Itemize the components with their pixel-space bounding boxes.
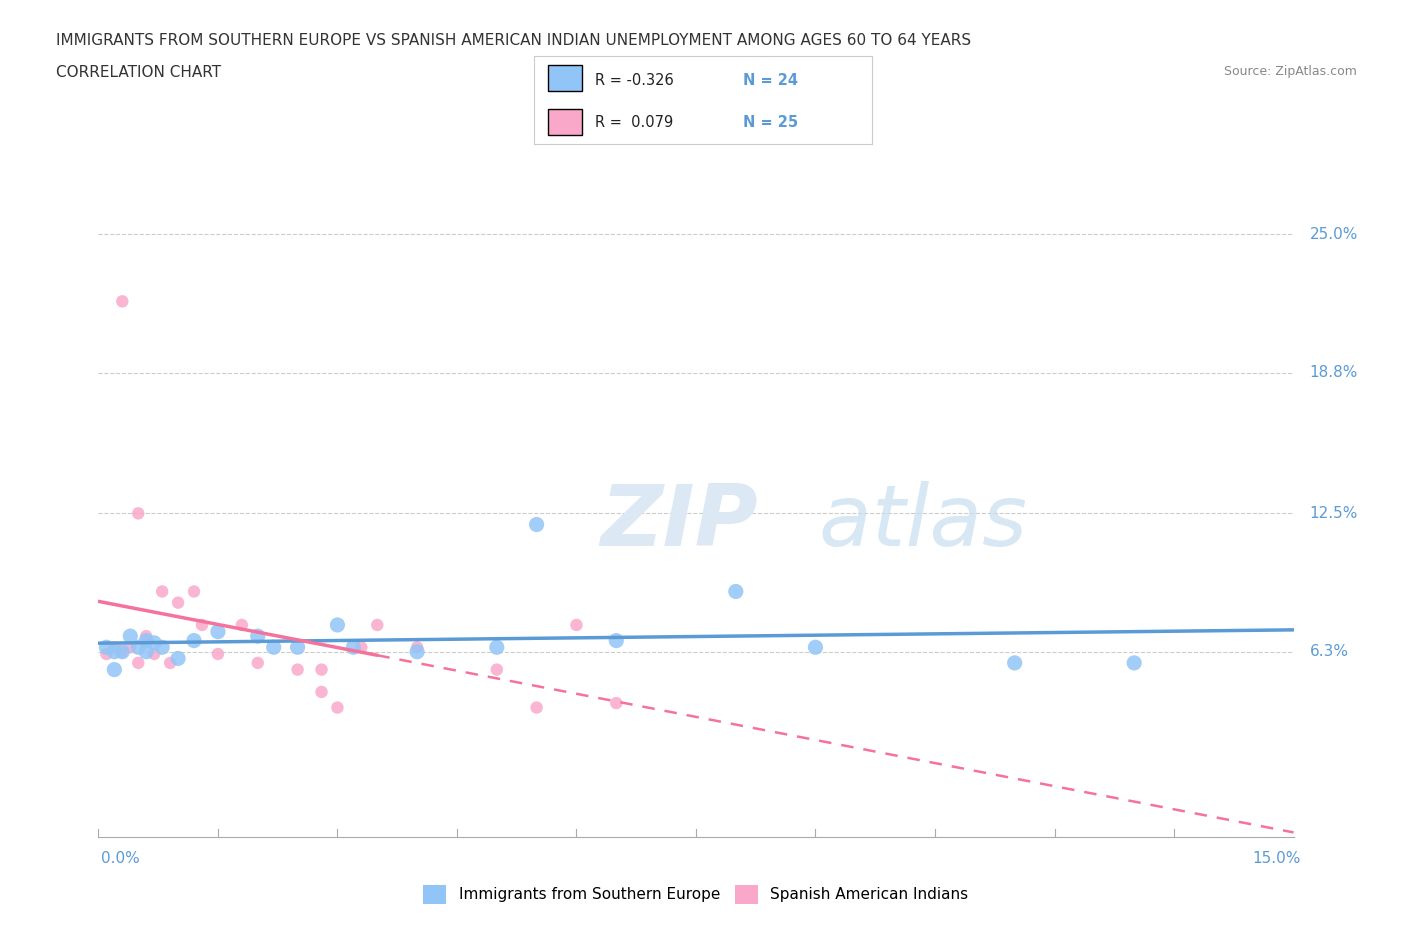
Point — [246, 629, 269, 644]
Point — [605, 696, 627, 711]
Point — [103, 662, 125, 677]
Point — [263, 640, 285, 655]
Point — [311, 662, 333, 677]
Text: 18.8%: 18.8% — [1309, 365, 1358, 380]
Point — [103, 644, 125, 659]
Point — [1123, 656, 1146, 671]
Point — [406, 640, 429, 655]
Point — [159, 656, 181, 671]
Text: R = -0.326: R = -0.326 — [595, 73, 673, 88]
Point — [246, 656, 269, 671]
Point — [120, 640, 142, 655]
Text: N = 24: N = 24 — [744, 73, 799, 88]
Point — [111, 644, 134, 659]
Legend: Immigrants from Southern Europe, Spanish American Indians: Immigrants from Southern Europe, Spanish… — [418, 879, 974, 910]
Text: 6.3%: 6.3% — [1309, 644, 1348, 659]
Point — [120, 629, 142, 644]
Point — [135, 633, 157, 648]
Text: CORRELATION CHART: CORRELATION CHART — [56, 65, 221, 80]
Point — [326, 700, 349, 715]
Point — [135, 629, 157, 644]
Point — [565, 618, 588, 632]
Point — [191, 618, 214, 632]
Point — [127, 640, 149, 655]
Point — [127, 506, 149, 521]
Text: Source: ZipAtlas.com: Source: ZipAtlas.com — [1223, 65, 1357, 78]
Point — [485, 662, 508, 677]
Point — [804, 640, 827, 655]
Point — [167, 651, 190, 666]
Point — [103, 640, 125, 655]
Point — [96, 646, 118, 661]
Point — [231, 618, 253, 632]
Point — [1004, 656, 1026, 671]
Point — [150, 584, 173, 599]
Point — [96, 640, 118, 655]
Point — [366, 618, 388, 632]
Point — [111, 294, 134, 309]
Point — [143, 646, 166, 661]
Text: 0.0%: 0.0% — [101, 851, 141, 866]
FancyBboxPatch shape — [548, 65, 582, 91]
Point — [287, 640, 309, 655]
Text: R =  0.079: R = 0.079 — [595, 114, 673, 129]
Point — [135, 644, 157, 659]
Text: 12.5%: 12.5% — [1309, 506, 1358, 521]
Text: N = 25: N = 25 — [744, 114, 799, 129]
Point — [526, 700, 548, 715]
Point — [311, 684, 333, 699]
Point — [143, 635, 166, 650]
Point — [287, 662, 309, 677]
Point — [526, 517, 548, 532]
Point — [183, 584, 205, 599]
Text: IMMIGRANTS FROM SOUTHERN EUROPE VS SPANISH AMERICAN INDIAN UNEMPLOYMENT AMONG AG: IMMIGRANTS FROM SOUTHERN EUROPE VS SPANI… — [56, 33, 972, 47]
Text: 15.0%: 15.0% — [1253, 851, 1301, 866]
Point — [485, 640, 508, 655]
Point — [406, 644, 429, 659]
Point — [127, 656, 149, 671]
Point — [342, 640, 364, 655]
Text: ZIP: ZIP — [600, 481, 758, 564]
Point — [326, 618, 349, 632]
Point — [724, 584, 747, 599]
Point — [150, 640, 173, 655]
Point — [207, 646, 229, 661]
Point — [111, 644, 134, 659]
FancyBboxPatch shape — [548, 109, 582, 136]
Text: atlas: atlas — [600, 481, 1028, 564]
Point — [183, 633, 205, 648]
Point — [167, 595, 190, 610]
Point — [207, 624, 229, 639]
Text: 25.0%: 25.0% — [1309, 227, 1358, 242]
Point — [605, 633, 627, 648]
Point — [350, 640, 373, 655]
